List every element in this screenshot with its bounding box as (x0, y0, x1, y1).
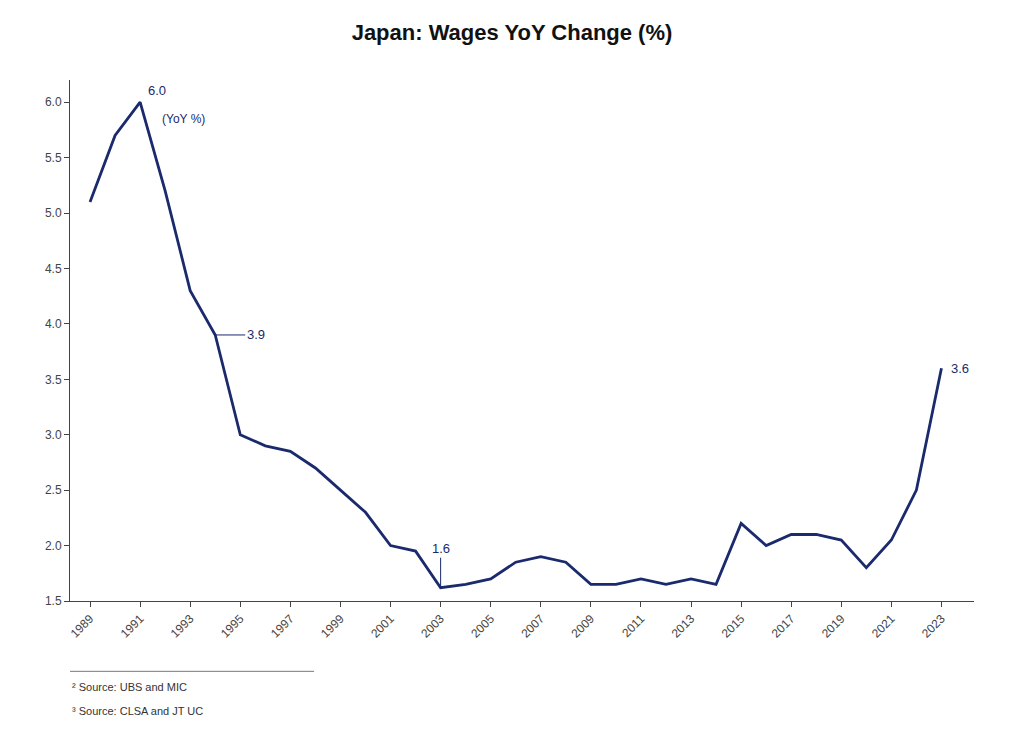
svg-text:2007: 2007 (518, 612, 547, 641)
svg-text:1989: 1989 (68, 612, 97, 641)
svg-text:2011: 2011 (619, 612, 647, 640)
svg-text:1.6: 1.6 (432, 541, 450, 556)
svg-text:² Source: UBS and MIC: ² Source: UBS and MIC (72, 681, 187, 693)
svg-text:2.5: 2.5 (45, 483, 62, 497)
svg-text:3.6: 3.6 (951, 361, 969, 376)
svg-text:2005: 2005 (468, 612, 497, 641)
svg-text:6.0: 6.0 (148, 83, 166, 98)
svg-text:2015: 2015 (719, 612, 748, 641)
svg-text:2.0: 2.0 (45, 539, 62, 553)
svg-text:1991: 1991 (118, 612, 147, 641)
svg-text:4.0: 4.0 (45, 317, 62, 331)
svg-text:2019: 2019 (819, 612, 848, 641)
svg-text:3.0: 3.0 (45, 428, 62, 442)
svg-text:1997: 1997 (268, 612, 297, 641)
svg-text:2003: 2003 (418, 612, 447, 641)
svg-text:1.5: 1.5 (45, 594, 62, 608)
svg-text:2009: 2009 (568, 612, 597, 641)
svg-text:5.0: 5.0 (45, 206, 62, 220)
svg-text:1999: 1999 (318, 612, 347, 641)
svg-text:6.0: 6.0 (45, 95, 62, 109)
svg-text:3.5: 3.5 (45, 373, 62, 387)
svg-text:5.5: 5.5 (45, 151, 62, 165)
svg-text:1995: 1995 (218, 612, 247, 641)
svg-text:2017: 2017 (769, 612, 798, 641)
svg-text:3.9: 3.9 (247, 327, 265, 342)
svg-text:2013: 2013 (669, 612, 698, 641)
svg-text:³ Source: CLSA and JT UC: ³ Source: CLSA and JT UC (72, 705, 203, 717)
svg-text:2021: 2021 (869, 612, 898, 641)
svg-text:1993: 1993 (168, 612, 197, 641)
svg-text:4.5: 4.5 (45, 262, 62, 276)
svg-text:(YoY %): (YoY %) (162, 112, 205, 126)
svg-text:2001: 2001 (368, 612, 397, 641)
svg-text:2023: 2023 (919, 612, 948, 641)
svg-text:Japan: Wages YoY Change (%): Japan: Wages YoY Change (%) (352, 20, 673, 45)
